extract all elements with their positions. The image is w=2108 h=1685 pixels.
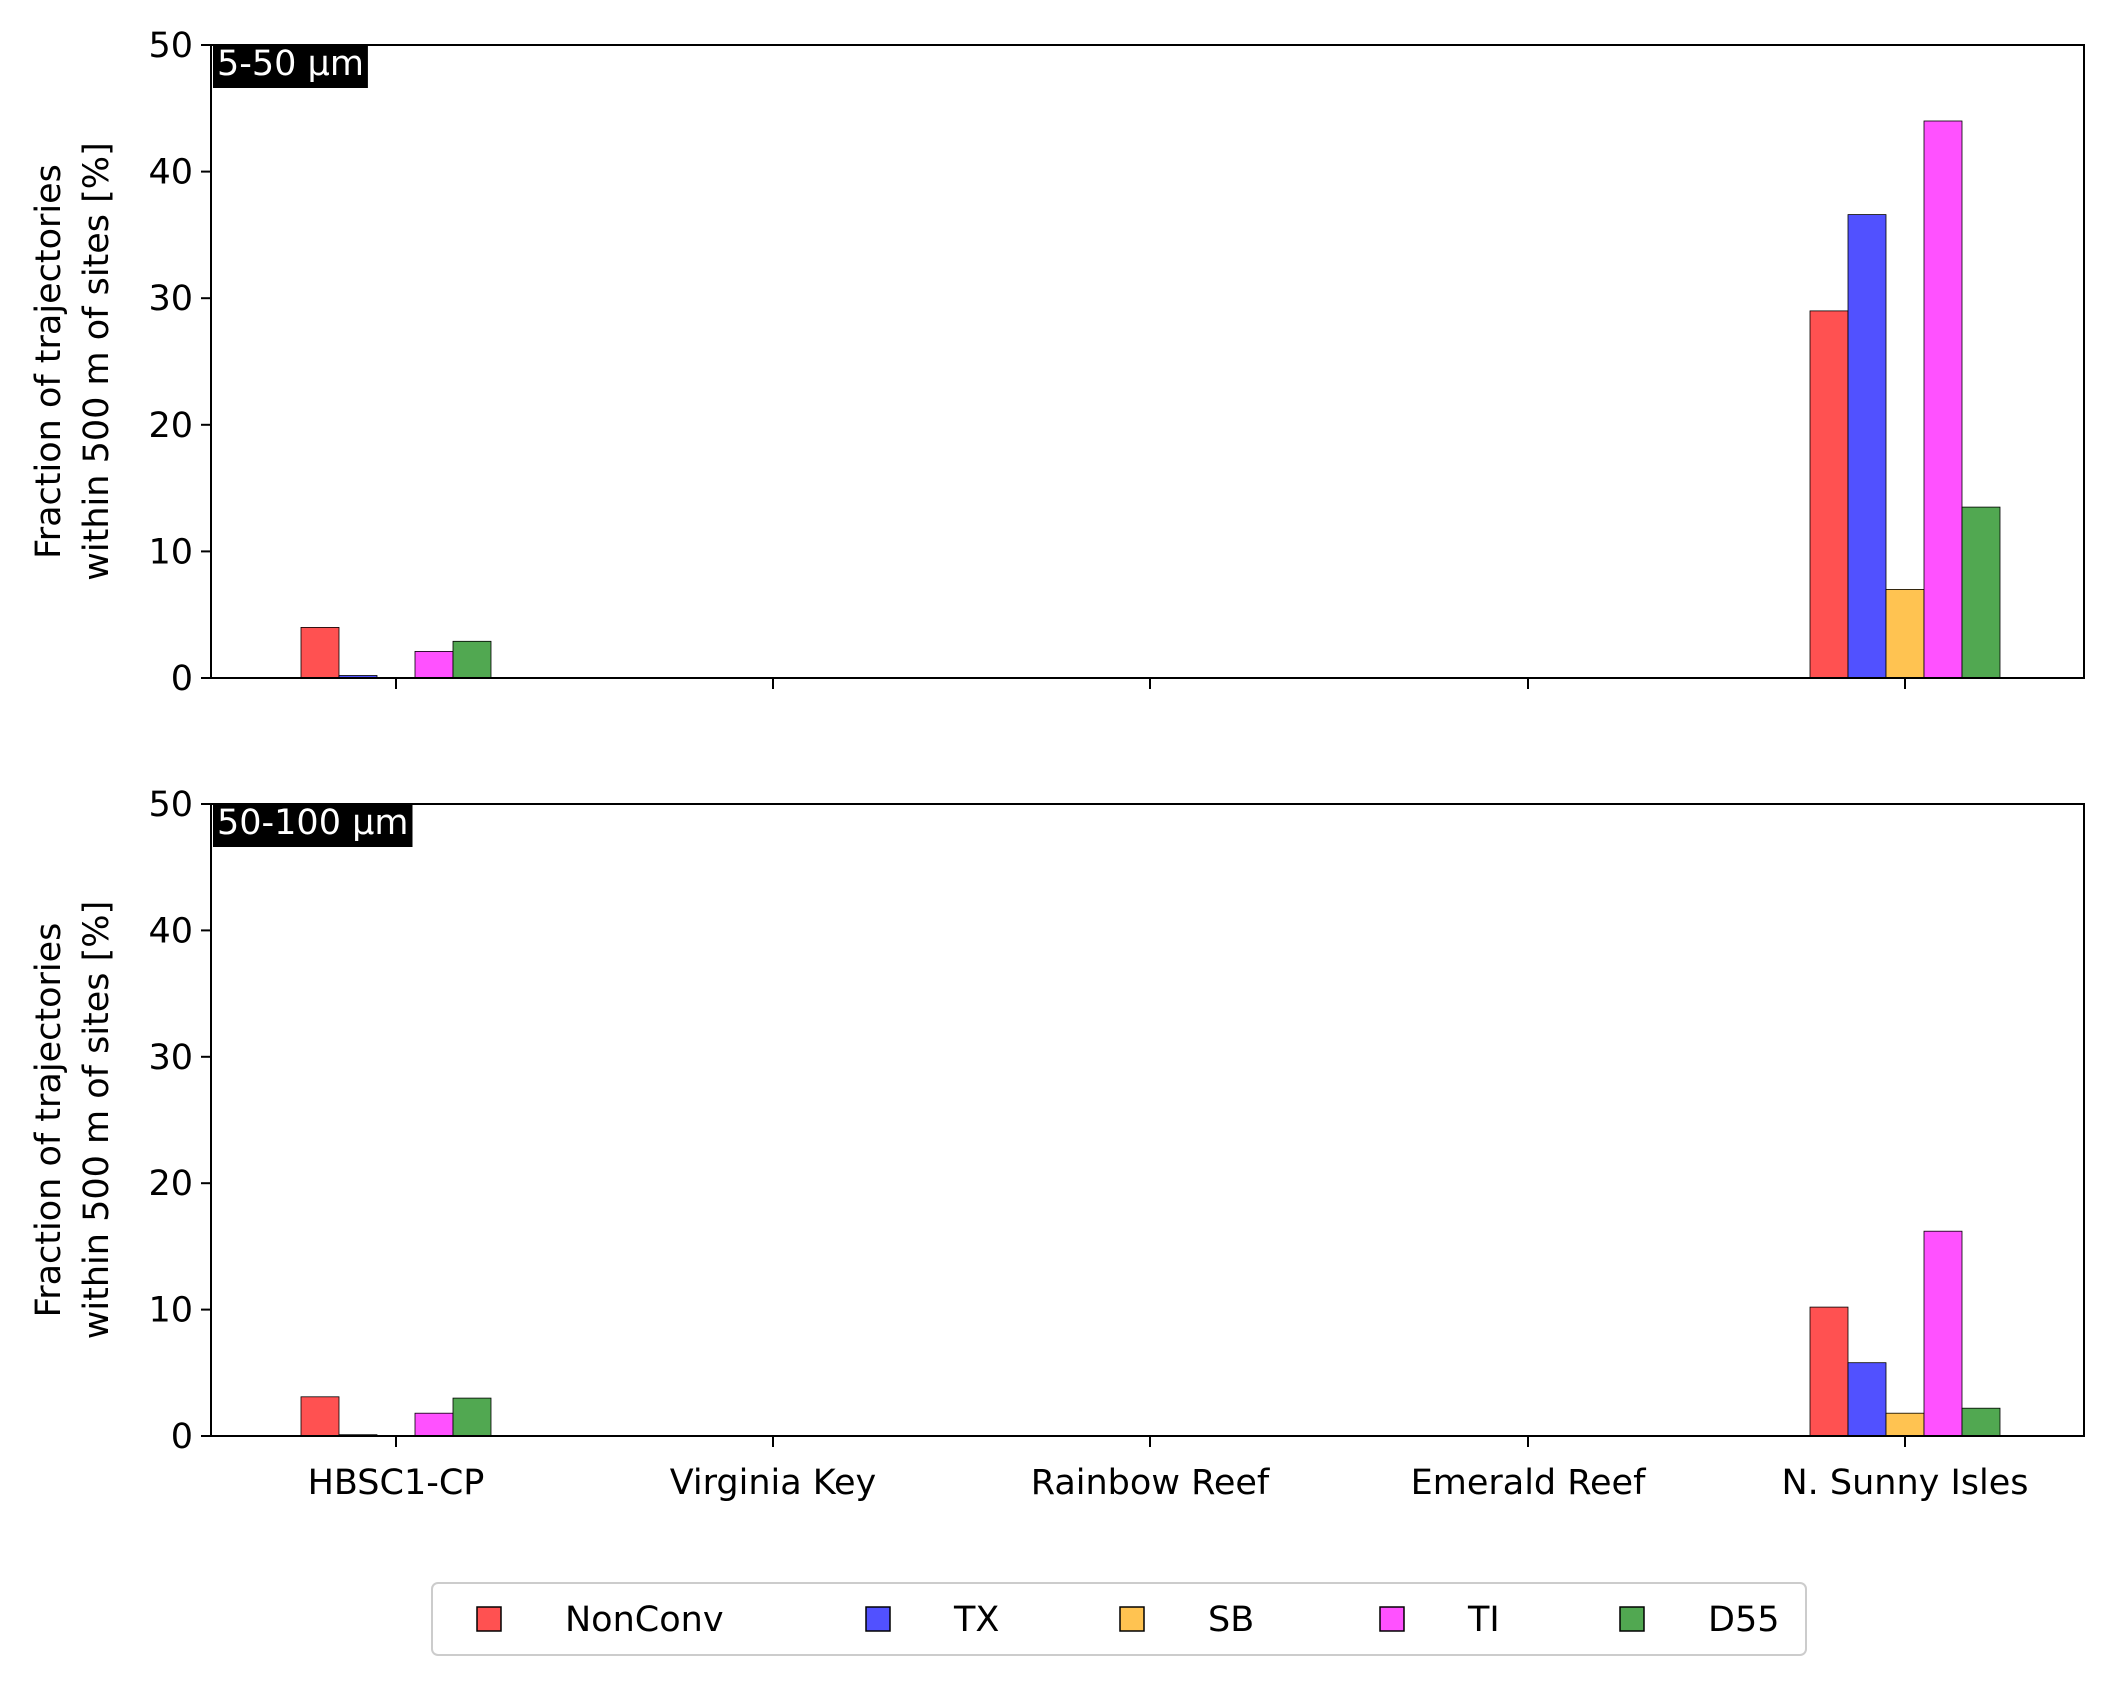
bar-d55-0 — [452, 1397, 492, 1437]
y-tick-label: 50 — [148, 785, 193, 825]
y-tick-label: 30 — [148, 279, 193, 319]
y-axis-label: within 500 m of sites [%] — [77, 901, 117, 1339]
bar-tx-4 — [1847, 214, 1887, 679]
x-tick-label: Rainbow Reef — [1031, 1463, 1270, 1503]
legend-swatch-tx — [865, 1606, 891, 1632]
y-tick-label: 10 — [148, 1291, 193, 1331]
y-tick-label: 0 — [171, 1417, 193, 1457]
panel-label: 5-50 μm — [217, 44, 364, 84]
x-tick-label: Virginia Key — [670, 1463, 877, 1503]
legend-swatch-sb — [1119, 1606, 1145, 1632]
bar-sb-4 — [1885, 1412, 1925, 1437]
bar-d55-4 — [1961, 506, 2001, 679]
y-tick-label: 30 — [148, 1038, 193, 1078]
y-tick-label: 20 — [148, 1164, 193, 1204]
legend-label-sb: SB — [1208, 1600, 1254, 1640]
y-tick-label: 20 — [148, 406, 193, 446]
legend-label-tx: TX — [953, 1600, 999, 1640]
x-tick-label: HBSC1-CP — [308, 1463, 485, 1503]
legend-label-nonconv: NonConv — [565, 1600, 724, 1640]
y-tick-label: 40 — [148, 911, 193, 951]
legend-swatch-d55 — [1619, 1606, 1645, 1632]
bar-ti-4 — [1923, 1230, 1963, 1437]
y-axis-label: Fraction of trajectories — [29, 164, 69, 559]
bar-nonconv-4 — [1809, 1306, 1849, 1437]
x-tick-label: N. Sunny Isles — [1781, 1463, 2028, 1503]
bar-nonconv-4 — [1809, 310, 1849, 679]
bar-ti-0 — [414, 651, 454, 679]
bar-ti-4 — [1923, 120, 1963, 679]
plot-frame — [210, 803, 2085, 1437]
bar-nonconv-0 — [300, 1396, 340, 1437]
legend-swatch-nonconv — [476, 1606, 502, 1632]
legend-label-d55: D55 — [1708, 1600, 1780, 1640]
panel-label-background — [213, 46, 368, 88]
bar-d55-0 — [452, 640, 492, 679]
bar-d55-4 — [1961, 1407, 2001, 1437]
plot-frame — [210, 44, 2085, 679]
legend-swatch-ti — [1379, 1606, 1405, 1632]
bar-sb-4 — [1885, 589, 1925, 679]
panel-label: 50-100 μm — [217, 803, 408, 843]
bar-nonconv-0 — [300, 627, 340, 679]
y-tick-label: 50 — [148, 26, 193, 66]
x-tick-label: Emerald Reef — [1411, 1463, 1646, 1503]
legend-box — [431, 1582, 1807, 1656]
y-axis-label: within 500 m of sites [%] — [77, 142, 117, 580]
y-tick-label: 10 — [148, 532, 193, 572]
bar-ti-0 — [414, 1412, 454, 1437]
legend-label-ti: TI — [1467, 1600, 1500, 1640]
y-tick-label: 0 — [171, 659, 193, 699]
bar-tx-4 — [1847, 1362, 1887, 1437]
y-axis-label: Fraction of trajectories — [29, 923, 69, 1318]
panel-label-background — [213, 805, 413, 847]
y-tick-label: 40 — [148, 153, 193, 193]
